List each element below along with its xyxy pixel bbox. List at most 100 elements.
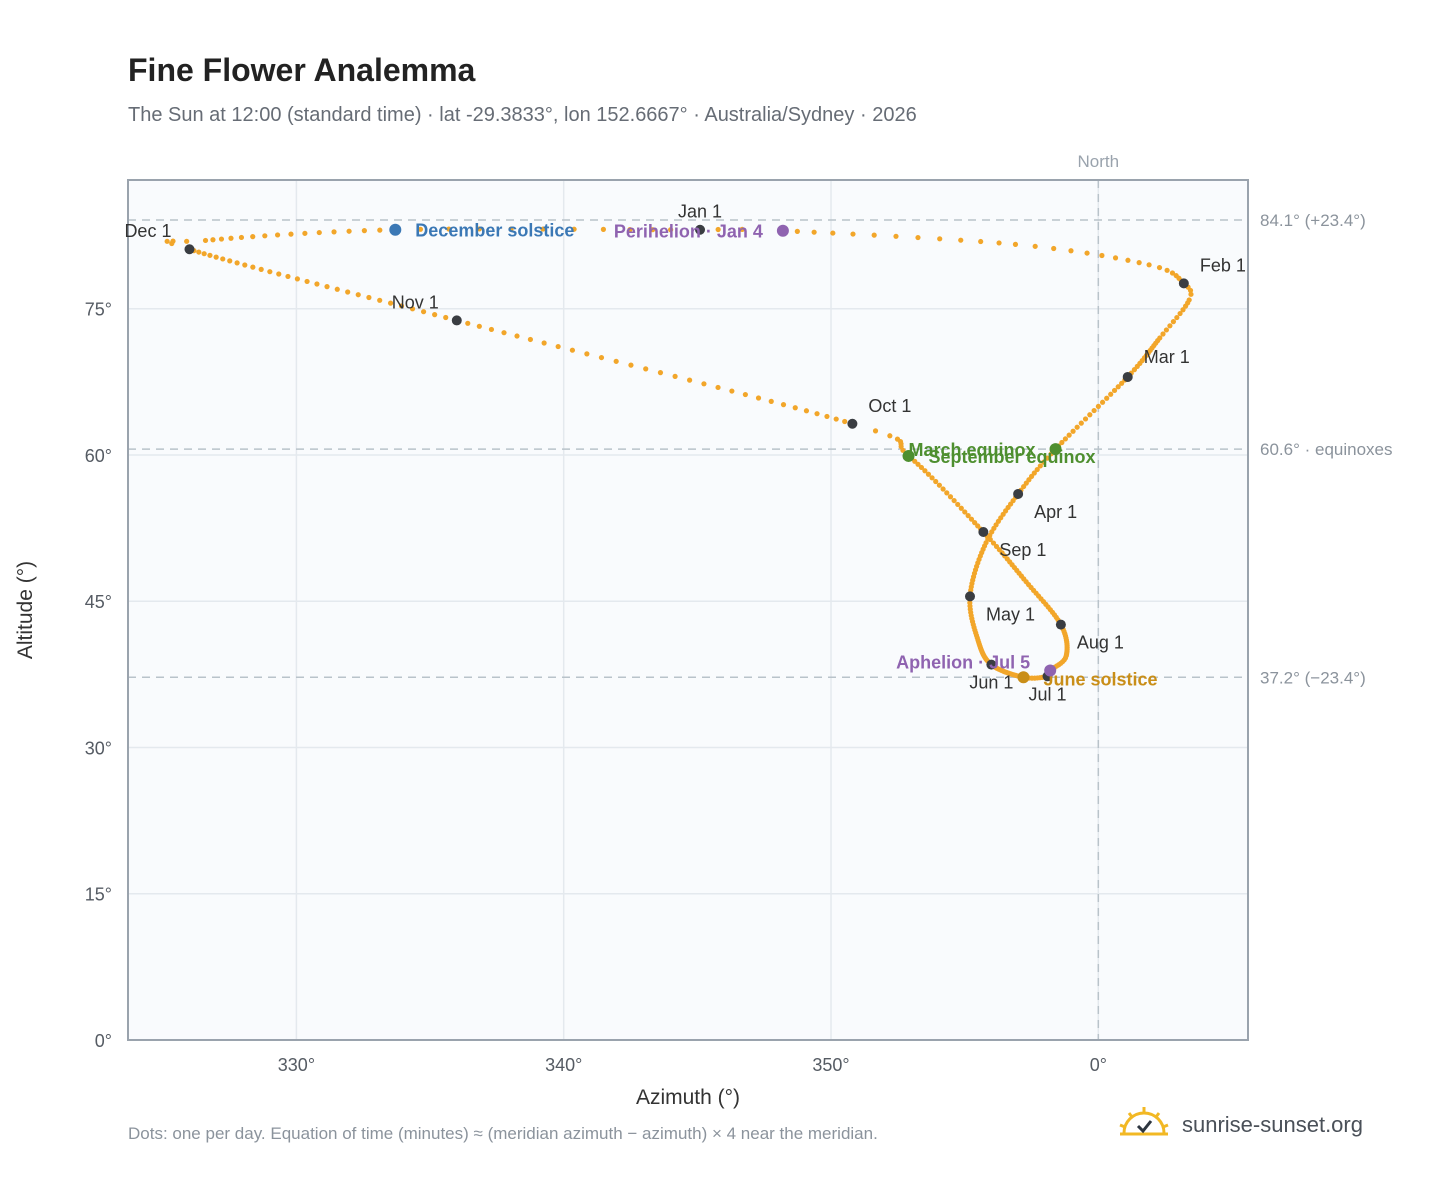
day-dot (958, 237, 964, 243)
reference-line-label: 37.2° (−23.4°) (1260, 668, 1366, 687)
month-marker (1013, 488, 1024, 499)
day-dot (650, 227, 656, 233)
month-label: Aug 1 (1077, 633, 1124, 653)
y-tick-label: 30° (85, 738, 112, 758)
day-dot (1115, 384, 1121, 390)
day-dot (201, 251, 207, 257)
day-dot (1169, 270, 1176, 276)
day-dot (508, 226, 514, 232)
day-dot (409, 306, 416, 312)
day-dot (933, 478, 939, 485)
y-tick-label: 0° (95, 1031, 112, 1051)
day-dot (242, 262, 248, 268)
day-dot (978, 238, 984, 245)
month-label: Dec 1 (124, 221, 171, 241)
month-label: Feb 1 (1200, 255, 1246, 275)
day-dot (742, 391, 748, 398)
day-dot (302, 230, 308, 236)
y-tick-label: 60° (85, 446, 112, 466)
day-dot (1082, 416, 1089, 422)
day-dot (872, 428, 879, 434)
day-dot (555, 343, 561, 350)
event-label: Perihelion · Jan 4 (614, 222, 763, 242)
day-dot (334, 286, 340, 292)
day-dot (196, 249, 202, 255)
day-dot (922, 468, 928, 474)
month-marker (451, 315, 462, 326)
day-dot (768, 398, 774, 404)
day-dot (514, 333, 520, 339)
day-dot (1062, 436, 1069, 442)
day-dot (234, 260, 240, 266)
day-dot (377, 297, 383, 303)
day-dot (936, 482, 942, 488)
day-dot (304, 278, 310, 285)
day-dot (1164, 267, 1170, 273)
day-dot (331, 229, 337, 235)
day-dot (170, 238, 176, 244)
day-dot (1091, 407, 1097, 414)
day-dot (1112, 255, 1119, 261)
day-dot (1131, 367, 1138, 373)
month-marker (965, 591, 976, 602)
day-dot (316, 229, 322, 236)
day-dot (887, 433, 893, 439)
day-dot (571, 226, 577, 232)
footnote: Dots: one per day. Equation of time (min… (128, 1124, 878, 1143)
x-tick-label: 340° (545, 1055, 582, 1075)
day-dot (1059, 439, 1065, 446)
day-dot (285, 273, 291, 280)
month-marker (847, 418, 858, 429)
day-dot (443, 314, 449, 321)
day-dot (1095, 403, 1101, 410)
month-marker (184, 244, 195, 255)
day-dot (1125, 257, 1131, 263)
day-dot (1037, 463, 1043, 469)
day-dot (345, 289, 351, 295)
day-dot (465, 320, 471, 326)
day-dot (417, 226, 424, 232)
day-dot (207, 252, 213, 258)
day-dot (294, 276, 301, 282)
day-dot (972, 520, 978, 526)
day-dot (276, 271, 282, 277)
day-dot (1032, 243, 1038, 249)
day-dot (584, 351, 590, 357)
day-dot (1074, 424, 1080, 430)
day-dot (476, 323, 482, 329)
day-dot (1187, 287, 1194, 294)
day-dot (227, 258, 233, 264)
day-dot (958, 505, 964, 511)
day-dot (600, 226, 607, 232)
month-label: Mar 1 (1144, 347, 1190, 367)
day-dot (990, 540, 997, 546)
month-label: Apr 1 (1034, 502, 1077, 522)
day-dot (1167, 323, 1173, 329)
brand[interactable]: sunrise-sunset.org (1118, 1100, 1363, 1150)
day-dot (274, 232, 281, 238)
day-dot (398, 303, 405, 309)
day-dot (918, 464, 925, 471)
day-dot (739, 226, 745, 233)
day-dot (824, 413, 830, 420)
event-label: March equinox (909, 440, 1036, 460)
day-dot (361, 228, 367, 234)
x-tick-label: 330° (278, 1055, 315, 1075)
day-dot (947, 494, 954, 500)
day-dot (314, 281, 320, 287)
day-dot (1111, 387, 1118, 394)
day-dot (1041, 459, 1047, 465)
day-dot (715, 226, 721, 233)
day-dot (501, 330, 507, 336)
day-dot (420, 309, 427, 315)
day-dot (377, 227, 383, 233)
month-marker (1178, 278, 1189, 289)
day-dot (850, 231, 856, 237)
day-dot (1136, 260, 1142, 266)
month-label: Sep 1 (999, 540, 1046, 560)
day-dot (1180, 307, 1186, 313)
day-dot (811, 229, 817, 235)
day-dot (1051, 245, 1057, 252)
day-dot (324, 284, 330, 290)
day-dot (184, 238, 190, 244)
